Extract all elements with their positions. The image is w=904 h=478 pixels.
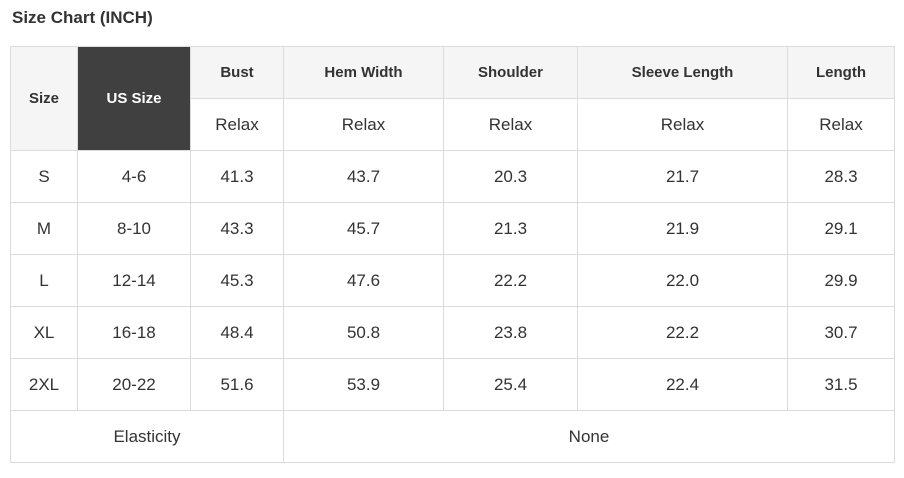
us-size-cell: 12-14 — [77, 254, 191, 307]
shoulder-cell: 20.3 — [443, 150, 578, 203]
us-size-cell: 20-22 — [77, 358, 191, 411]
table-row: L 12-14 45.3 47.6 22.2 22.0 29.9 — [10, 254, 895, 307]
sleeve-length-cell: 22.2 — [577, 306, 788, 359]
fit-cell-length: Relax — [787, 98, 895, 151]
fit-subheader-row: Relax Relax Relax Relax Relax — [11, 98, 895, 151]
table-body: S 4-6 41.3 43.7 20.3 21.7 28.3 M 8-10 43.3 45.7 21.… — [10, 150, 895, 411]
length-cell: 28.3 — [787, 150, 895, 203]
page-title: Size Chart (INCH) — [12, 8, 153, 27]
col-header-shoulder: Shoulder — [443, 46, 578, 99]
bust-cell: 43.3 — [190, 202, 284, 255]
hem-width-cell: 43.7 — [283, 150, 444, 203]
table-row: 2XL 20-22 51.6 53.9 25.4 22.4 31.5 — [10, 358, 895, 411]
fit-cell-sleeve-length: Relax — [577, 98, 788, 151]
table-row: M 8-10 43.3 45.7 21.3 21.9 29.1 — [10, 202, 895, 255]
bust-cell: 48.4 — [190, 306, 284, 359]
col-header-us-size: US Size — [77, 46, 191, 151]
col-header-size: Size — [10, 46, 78, 151]
hem-width-cell: 50.8 — [283, 306, 444, 359]
fit-cell-shoulder: Relax — [443, 98, 578, 151]
shoulder-cell: 23.8 — [443, 306, 578, 359]
elasticity-row: Elasticity None — [10, 410, 895, 463]
size-cell: L — [10, 254, 78, 307]
shoulder-cell: 21.3 — [443, 202, 578, 255]
us-size-cell: 4-6 — [77, 150, 191, 203]
bust-cell: 51.6 — [190, 358, 284, 411]
size-cell: 2XL — [10, 358, 78, 411]
table-row: S 4-6 41.3 43.7 20.3 21.7 28.3 — [10, 150, 895, 203]
size-cell: S — [10, 150, 78, 203]
size-cell: M — [10, 202, 78, 255]
size-chart-table: Size US Size Bust Hem Width Shoulder Sle… — [10, 46, 895, 463]
fit-cell-bust: Relax — [190, 98, 284, 151]
length-cell: 29.1 — [787, 202, 895, 255]
length-cell: 29.9 — [787, 254, 895, 307]
hem-width-cell: 45.7 — [283, 202, 444, 255]
bust-cell: 41.3 — [190, 150, 284, 203]
col-header-hem-width: Hem Width — [283, 46, 444, 99]
header-row: Size US Size Bust Hem Width Shoulder Sle… — [10, 46, 895, 151]
shoulder-cell: 22.2 — [443, 254, 578, 307]
col-header-bust: Bust — [190, 46, 284, 99]
sleeve-length-cell: 22.0 — [577, 254, 788, 307]
length-cell: 30.7 — [787, 306, 895, 359]
elasticity-value-cell: None — [283, 410, 895, 463]
table-row: XL 16-18 48.4 50.8 23.8 22.2 30.7 — [10, 306, 895, 359]
sleeve-length-cell: 21.7 — [577, 150, 788, 203]
fit-cell-hem-width: Relax — [283, 98, 444, 151]
us-size-cell: 8-10 — [77, 202, 191, 255]
sleeve-length-cell: 22.4 — [577, 358, 788, 411]
hem-width-cell: 53.9 — [283, 358, 444, 411]
bust-cell: 45.3 — [190, 254, 284, 307]
sleeve-length-cell: 21.9 — [577, 202, 788, 255]
shoulder-cell: 25.4 — [443, 358, 578, 411]
size-cell: XL — [10, 306, 78, 359]
elasticity-label-cell: Elasticity — [10, 410, 284, 463]
length-cell: 31.5 — [787, 358, 895, 411]
us-size-cell: 16-18 — [77, 306, 191, 359]
hem-width-cell: 47.6 — [283, 254, 444, 307]
col-header-length: Length — [787, 46, 895, 99]
col-header-sleeve-length: Sleeve Length — [577, 46, 788, 99]
